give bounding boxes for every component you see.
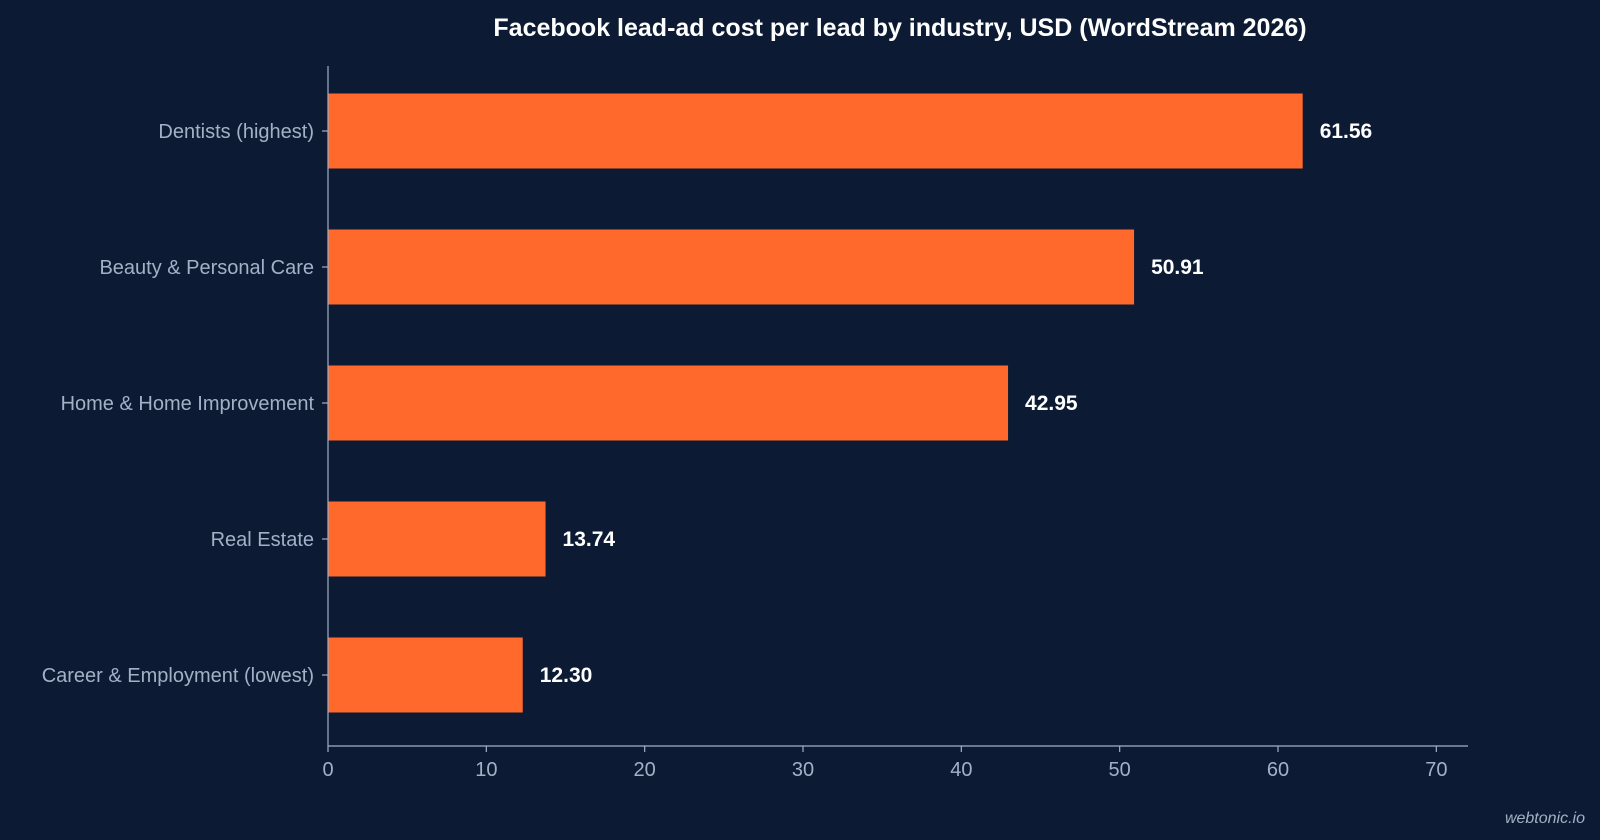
value-label: 50.91 [1151,256,1204,279]
x-tick-label: 30 [792,759,814,781]
bar [328,637,523,713]
category-label: Home & Home Improvement [61,393,315,415]
category-label: Real Estate [211,529,314,551]
x-tick-label: 40 [950,759,972,781]
value-label: 61.56 [1320,120,1373,143]
x-tick-label: 60 [1267,759,1289,781]
x-tick-label: 70 [1425,759,1447,781]
x-tick-label: 0 [322,759,333,781]
value-label: 42.95 [1025,392,1078,415]
category-label: Dentists (highest) [158,121,314,143]
bar [328,501,546,577]
value-label: 13.74 [563,528,616,551]
category-label: Beauty & Personal Care [99,257,314,279]
bar [328,229,1135,305]
x-tick-label: 20 [634,759,656,781]
bars-layer: 61.56 50.91 42.95 13.74 12.30 [328,93,1373,713]
chart-title: Facebook lead-ad cost per lead by indust… [493,14,1306,42]
bar [328,93,1303,169]
x-tick-label: 50 [1109,759,1131,781]
watermark-text: webtonic.io [1505,810,1585,827]
bar [328,365,1009,441]
category-label: Career & Employment (lowest) [42,665,314,687]
value-label: 12.30 [540,664,593,687]
axes-layer: Dentists (highest) Beauty & Personal Care… [42,66,1468,781]
x-tick-label: 10 [475,759,497,781]
